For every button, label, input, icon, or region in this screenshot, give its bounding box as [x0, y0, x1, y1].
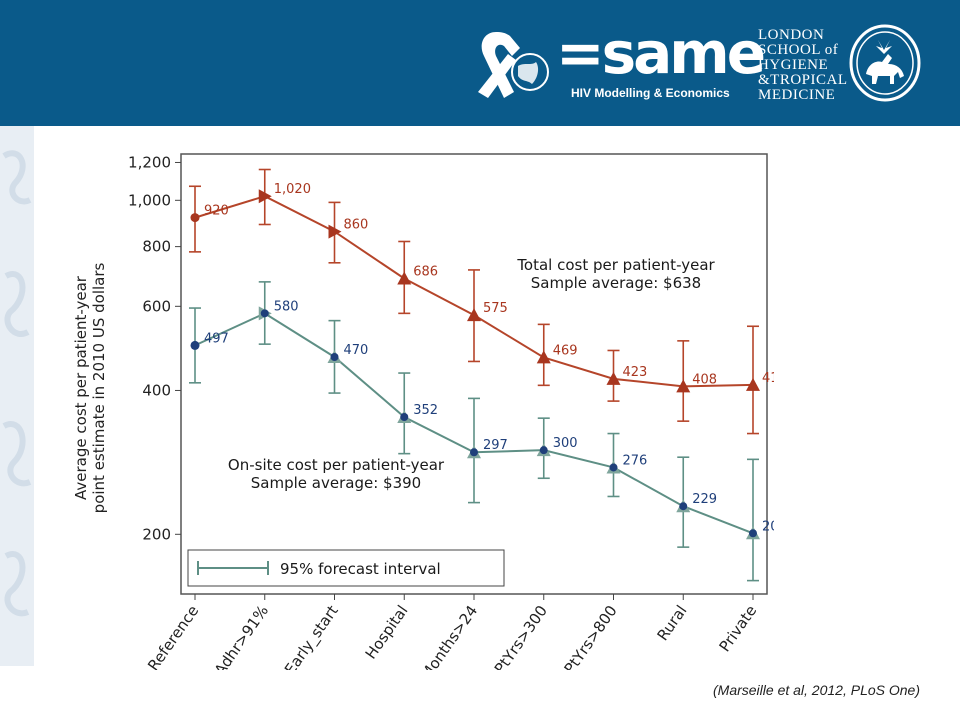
data-label: 686 — [413, 265, 438, 280]
series-onsite-cost: 497 580 470 352 297 300 276 229 201 — [189, 281, 787, 582]
data-point-core — [609, 463, 618, 472]
data-point-core — [260, 309, 269, 318]
chart-container: Average cost per patient-year point esti… — [64, 140, 787, 683]
data-point-core — [330, 352, 339, 361]
data-point — [746, 377, 760, 391]
x-tick-label: Adhr>91% — [211, 602, 272, 670]
x-tick-label: Early_start — [281, 602, 343, 670]
data-label: 408 — [692, 372, 717, 387]
data-point-core — [539, 446, 548, 455]
data-label: 229 — [692, 492, 717, 507]
lshtm-crest-icon — [849, 24, 921, 102]
y-tick-label: 1,000 — [128, 191, 171, 209]
data-point — [676, 379, 691, 393]
x-tick-label: PtYrs>300 — [491, 602, 551, 670]
onsite-cost-annotation: On-site cost per patient-year — [228, 456, 445, 474]
data-point — [397, 271, 412, 285]
data-label: 352 — [413, 403, 438, 418]
data-point — [190, 340, 200, 350]
data-point-core — [749, 529, 757, 538]
lshtm-line: SCHOOL of — [758, 42, 839, 58]
x-tick-label: Months>24 — [417, 602, 481, 670]
awareness-ribbon-globe-icon — [478, 32, 549, 98]
data-label: 860 — [344, 218, 369, 233]
data-point — [606, 371, 621, 385]
lshtm-line: MEDICINE — [758, 87, 836, 103]
y-axis: 200 400 600 800 1,000 1,200 — [128, 153, 181, 543]
data-label: 470 — [344, 343, 369, 358]
data-label: 920 — [204, 204, 229, 219]
data-label: 276 — [623, 453, 648, 468]
x-tick-label: Hospital — [362, 602, 412, 662]
onsite-cost-average: Sample average: $390 — [251, 474, 421, 492]
data-label: 411 — [762, 371, 774, 386]
x-tick-label: Private — [716, 602, 761, 655]
header-banner: =same HIV Modelling & Economics LONDON S… — [0, 0, 960, 126]
data-label: 423 — [623, 365, 648, 380]
data-point — [190, 213, 200, 223]
data-point-core — [470, 448, 478, 457]
plot-area — [180, 153, 768, 595]
data-point — [328, 224, 342, 239]
same-logo: =same — [556, 19, 766, 87]
data-label: 297 — [483, 438, 508, 453]
data-label: 497 — [204, 331, 229, 346]
side-decoration — [0, 126, 34, 666]
data-point — [258, 189, 272, 204]
data-label: 469 — [553, 343, 578, 358]
data-label: 580 — [274, 299, 299, 314]
lshtm-line: LONDON — [758, 27, 825, 43]
y-tick-label: 1,200 — [128, 153, 171, 171]
data-point-core — [679, 502, 688, 511]
cost-chart: Average cost per patient-year point esti… — [72, 153, 787, 683]
y-tick-label: 600 — [142, 297, 171, 315]
y-axis-label: point estimate in 2010 US dollars — [90, 262, 108, 513]
total-cost-annotation: Total cost per patient-year — [516, 256, 715, 274]
x-axis: Reference Adhr>91% Early_start Hospital Mont… — [144, 594, 761, 683]
data-label: 1,020 — [274, 182, 311, 197]
same-tagline: HIV Modelling & Economics — [571, 86, 730, 100]
data-label: 575 — [483, 301, 508, 316]
data-label: 201 — [762, 519, 774, 534]
lshtm-wordmark: LONDON SCHOOL of HYGIENE &TROPICAL MEDIC… — [758, 28, 848, 103]
x-tick-label: PtYrs>800 — [561, 602, 621, 670]
y-axis-label: Average cost per patient-year — [72, 275, 90, 500]
citation: (Marseille et al, 2012, PLoS One) — [713, 682, 920, 698]
y-tick-label: 800 — [142, 238, 171, 256]
x-tick-label: Rural — [654, 602, 691, 644]
lshtm-line: &TROPICAL — [758, 72, 848, 88]
y-tick-label: 400 — [142, 381, 171, 399]
legend-label: 95% forecast interval — [280, 560, 441, 578]
x-tick-label: Reference — [144, 602, 202, 670]
y-tick-label: 200 — [142, 525, 171, 543]
data-point — [536, 350, 551, 364]
lshtm-line: HYGIENE — [758, 57, 829, 73]
data-label: 300 — [553, 436, 578, 451]
legend: 95% forecast interval — [187, 549, 505, 587]
data-point-core — [400, 412, 409, 421]
total-cost-average: Sample average: $638 — [531, 274, 701, 292]
data-point — [467, 308, 481, 322]
